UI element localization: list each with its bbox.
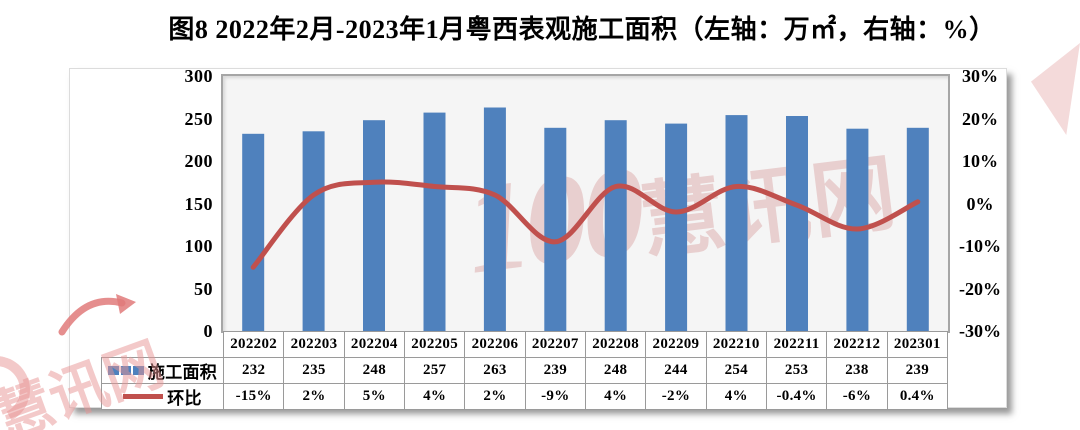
table-value-cell: 239 [886,357,949,384]
table-header-cell: 202204 [343,331,405,358]
table-value-cell: 254 [705,357,767,384]
bar [725,115,748,331]
bar [302,131,325,332]
table-value-cell: 5% [343,383,405,410]
legend-label-cell: 环比 [101,383,224,410]
legend-label: 环比 [167,389,202,408]
right-axis-tick: 20% [962,108,998,129]
right-axis-tick: 30% [962,66,998,86]
watermark-wedge [1031,43,1080,135]
table-header-cell: 202203 [283,331,345,358]
table-value-cell: -0.4% [765,383,828,410]
table-value-cell: 238 [826,357,888,384]
table-row: 环比 -15% 2% 5% 4% 2% -9% 4% -2% 4% -0.4% -6% 0.4% [101,383,949,410]
bar-line-chart [242,107,929,332]
table-header-cell: 202210 [705,331,767,358]
bar [544,127,567,331]
line-swatch-icon [123,394,164,399]
legend-label-cell: 施工面积 [101,357,224,384]
table-header-cell: 202206 [464,331,526,358]
line-series [250,179,921,270]
table-value-cell: 257 [403,357,466,384]
chart-title: 图8 2022年2月-2023年1月粤西表观施工面积（左轴：万㎡，右轴：%） [168,15,996,44]
right-axis-tick: -30% [959,321,1001,341]
left-axis-labels: 300 250 200 150 100 50 0 [70,66,213,341]
data-table: 202202 202203 202204 202205 202206 202207 2022… [101,331,949,410]
bar [604,120,627,331]
bar-swatch-icon [107,366,144,375]
right-axis-tick: -20% [959,278,1001,299]
table-value-cell: 244 [645,357,707,384]
table-value-cell: 232 [222,357,285,384]
bar [423,112,446,331]
right-axis-tick: -10% [959,236,1001,256]
table-value-cell: -15% [222,383,285,410]
table-header-cell: 202208 [584,331,647,358]
table-row: 施工面积 232 235 248 257 263 239 248 244 254 253 238 239 [101,357,949,384]
table-header-cell: 202202 [222,331,285,358]
table-value-cell: -9% [524,383,586,410]
right-axis-tick: 0% [966,193,994,214]
right-axis-tick: 10% [962,151,998,171]
table-value-cell: 2% [464,383,526,410]
bar [242,133,265,331]
table-value-cell: 239 [524,357,586,384]
left-axis-tick: 50 [194,278,213,299]
table-corner-cell [102,332,224,358]
table-value-cell: 263 [464,357,526,384]
plot-area [221,74,950,333]
table-value-cell: 235 [283,357,345,384]
table-header-cell: 202207 [524,331,586,358]
bar [363,120,385,331]
table-value-cell: 4% [403,383,466,410]
legend-label: 施工面积 [147,363,218,382]
table-value-cell: 0.4% [886,383,949,410]
table-header-cell: 202301 [886,331,949,358]
bar [483,107,506,331]
left-axis-tick: 300 [184,66,213,86]
table-value-cell: 2% [283,383,345,410]
bar [665,123,688,331]
table-header-cell: 202205 [403,331,466,358]
table-value-cell: 248 [343,357,405,384]
left-axis-tick: 200 [184,151,213,171]
right-axis-labels: 30% 20% 10% 0% -10% -20% -30% [952,66,1008,341]
table-value-cell: 253 [765,357,828,384]
left-axis-tick: 0 [203,321,213,341]
table-value-cell: -6% [826,383,888,410]
table-header-cell: 202212 [826,331,888,358]
bar [786,116,808,331]
table-value-cell: 4% [705,383,767,410]
table-header-cell: 202209 [645,331,707,358]
watermark-arc-icon [0,347,39,430]
table-header-cell: 202211 [765,331,828,358]
table-value-cell: 4% [584,383,647,410]
bar [906,127,929,331]
table-value-cell: -2% [645,383,707,410]
left-axis-tick: 250 [184,108,213,129]
left-axis-tick: 100 [184,236,213,256]
left-axis-tick: 150 [184,193,213,214]
table-value-cell: 248 [584,357,647,384]
